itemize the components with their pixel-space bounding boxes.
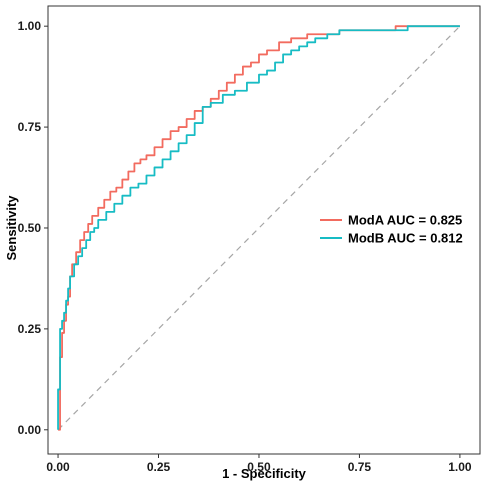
legend: ModA AUC = 0.825 ModB AUC = 0.812 [320,213,463,246]
series-line-modb [57,25,460,430]
x-tick-label: 0.00 [46,460,70,474]
y-axis: 0.00 0.25 0.50 0.75 1.00 [18,19,48,437]
y-tick-label: 0.50 [18,221,42,235]
x-axis-title: 1 - Specificity [222,466,307,481]
x-tick-label: 1.00 [448,460,472,474]
y-axis-title: Sensitivity [4,195,19,261]
plot-panel [47,5,481,455]
legend-label-moda: ModA AUC = 0.825 [348,213,462,228]
legend-label-modb: ModB AUC = 0.812 [348,231,463,246]
y-tick-label: 0.00 [18,423,42,437]
reference-diagonal [57,25,461,431]
x-axis: 0.00 0.25 0.50 0.75 1.00 [46,454,472,474]
series-layer [57,25,460,431]
y-tick-label: 0.25 [18,322,42,336]
y-tick-label: 1.00 [18,19,42,33]
y-tick-label: 0.75 [18,120,42,134]
x-tick-label: 0.75 [348,460,372,474]
series-line-moda [58,25,460,431]
x-tick-label: 0.25 [147,460,171,474]
x-tick-label: 0.50 [247,460,271,474]
